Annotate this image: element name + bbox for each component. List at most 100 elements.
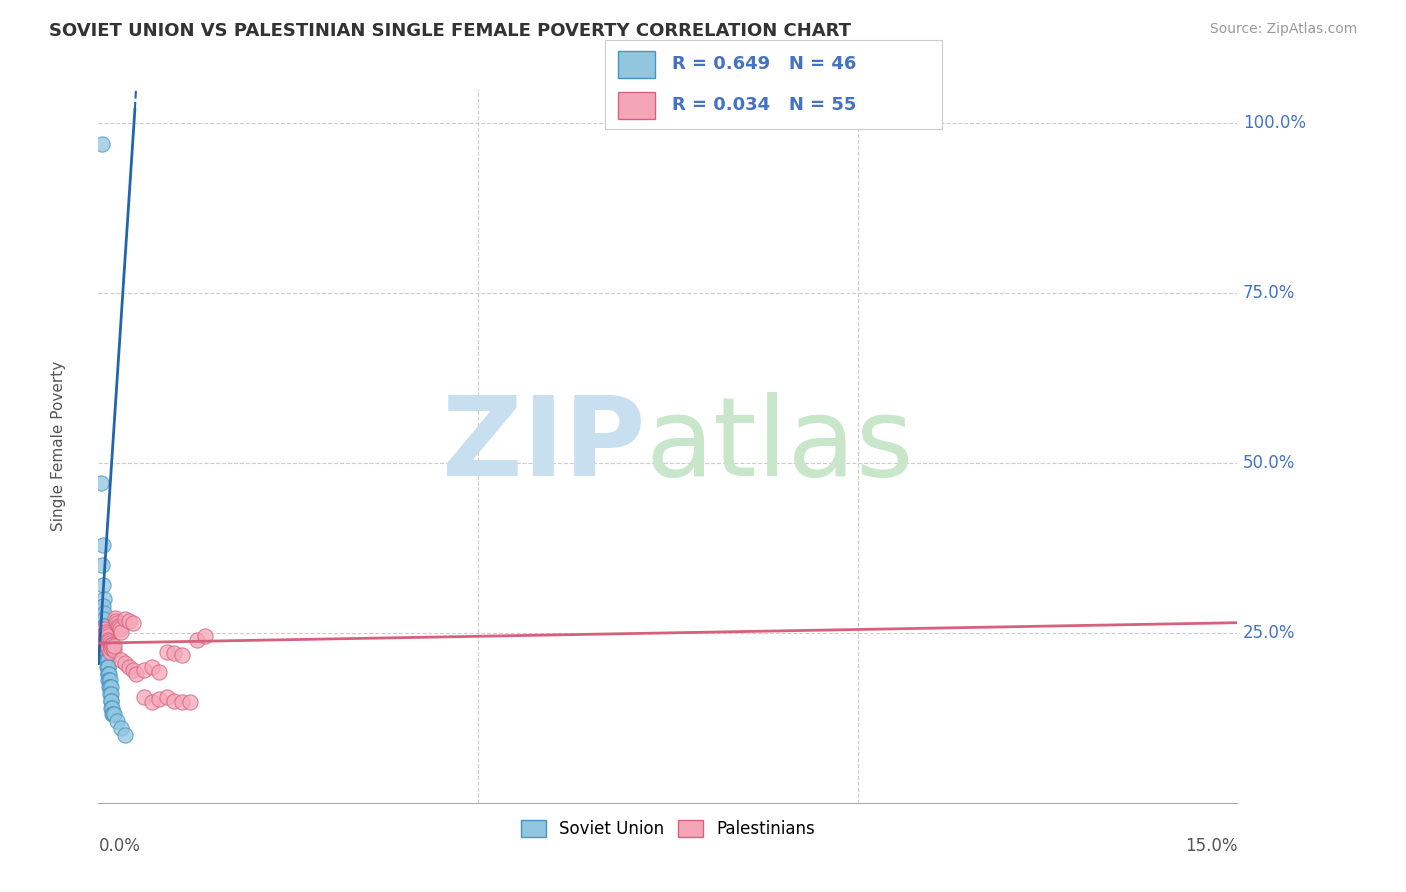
Point xyxy=(121,663,143,677)
Point xyxy=(103,707,125,722)
Text: 25.0%: 25.0% xyxy=(1243,624,1295,642)
Text: ZIP: ZIP xyxy=(441,392,645,500)
Point xyxy=(96,653,118,667)
Text: R = 0.649   N = 46: R = 0.649 N = 46 xyxy=(672,55,856,73)
Text: Source: ZipAtlas.com: Source: ZipAtlas.com xyxy=(1209,22,1357,37)
Point xyxy=(170,695,193,709)
Point xyxy=(114,612,136,626)
Point xyxy=(94,640,117,654)
Point xyxy=(94,640,117,654)
Point xyxy=(98,666,121,681)
Point xyxy=(93,632,115,647)
Point xyxy=(156,690,179,705)
Point xyxy=(91,578,114,592)
Point xyxy=(91,537,114,551)
Point xyxy=(96,653,118,667)
Point xyxy=(96,638,118,652)
Point xyxy=(101,707,124,722)
Point xyxy=(90,476,112,491)
Point xyxy=(98,680,121,694)
Point xyxy=(101,707,124,722)
Point xyxy=(141,695,163,709)
Point xyxy=(98,687,121,701)
Point xyxy=(107,619,129,633)
Point xyxy=(91,599,114,613)
Point xyxy=(94,653,117,667)
Point xyxy=(170,648,193,662)
Text: 50.0%: 50.0% xyxy=(1243,454,1295,472)
Point xyxy=(96,646,118,660)
Point xyxy=(98,645,121,659)
Point xyxy=(148,665,170,680)
Text: atlas: atlas xyxy=(645,392,914,500)
Point xyxy=(93,606,115,620)
Point xyxy=(91,136,114,151)
Point xyxy=(94,632,117,647)
Point xyxy=(114,728,136,742)
Point xyxy=(163,646,186,660)
Legend: Soviet Union, Palestinians: Soviet Union, Palestinians xyxy=(515,813,821,845)
Point xyxy=(98,680,121,694)
Point xyxy=(93,619,115,633)
Point xyxy=(118,614,141,628)
Text: SOVIET UNION VS PALESTINIAN SINGLE FEMALE POVERTY CORRELATION CHART: SOVIET UNION VS PALESTINIAN SINGLE FEMAL… xyxy=(49,22,851,40)
Point xyxy=(148,692,170,706)
Point xyxy=(110,653,132,667)
Point xyxy=(96,627,118,641)
Bar xyxy=(619,51,655,78)
Point xyxy=(94,626,117,640)
Text: 0.0%: 0.0% xyxy=(98,837,141,855)
Point xyxy=(93,619,115,633)
Point xyxy=(125,666,148,681)
Point xyxy=(94,646,117,660)
Point xyxy=(103,640,125,654)
Point xyxy=(97,640,120,655)
Point xyxy=(94,632,117,647)
Point xyxy=(132,690,155,705)
Point xyxy=(104,614,127,628)
Point xyxy=(98,673,121,688)
Point xyxy=(110,624,132,639)
Point xyxy=(93,627,115,641)
Text: 75.0%: 75.0% xyxy=(1243,284,1295,302)
Point xyxy=(121,615,143,630)
Text: 100.0%: 100.0% xyxy=(1243,114,1306,132)
Point xyxy=(118,660,141,674)
Point xyxy=(100,687,122,701)
Point xyxy=(98,634,121,648)
Point xyxy=(103,643,125,657)
Point xyxy=(97,660,120,674)
Point xyxy=(108,620,131,634)
Point xyxy=(179,695,201,709)
Text: R = 0.034   N = 55: R = 0.034 N = 55 xyxy=(672,96,856,114)
Point xyxy=(107,615,129,630)
Point xyxy=(94,634,117,648)
Point xyxy=(96,629,118,643)
Point xyxy=(97,632,120,647)
Point xyxy=(96,660,118,674)
Point xyxy=(100,694,122,708)
Point xyxy=(94,624,117,639)
Point xyxy=(93,591,115,606)
Point xyxy=(96,660,118,674)
Point xyxy=(93,636,115,650)
Point xyxy=(110,721,132,735)
Point xyxy=(93,626,115,640)
Point xyxy=(91,623,114,637)
Point xyxy=(104,611,127,625)
Point xyxy=(94,626,117,640)
Point xyxy=(91,558,114,572)
Point xyxy=(98,673,121,688)
Point xyxy=(141,660,163,674)
Point xyxy=(98,636,121,650)
Point xyxy=(93,623,115,637)
Point xyxy=(114,657,136,671)
Point xyxy=(101,700,124,714)
Point xyxy=(96,666,118,681)
Point xyxy=(97,666,120,681)
Text: Single Female Poverty: Single Female Poverty xyxy=(51,361,66,531)
Point xyxy=(97,673,120,688)
Point xyxy=(163,694,186,708)
Point xyxy=(132,663,155,677)
Point xyxy=(100,638,122,652)
